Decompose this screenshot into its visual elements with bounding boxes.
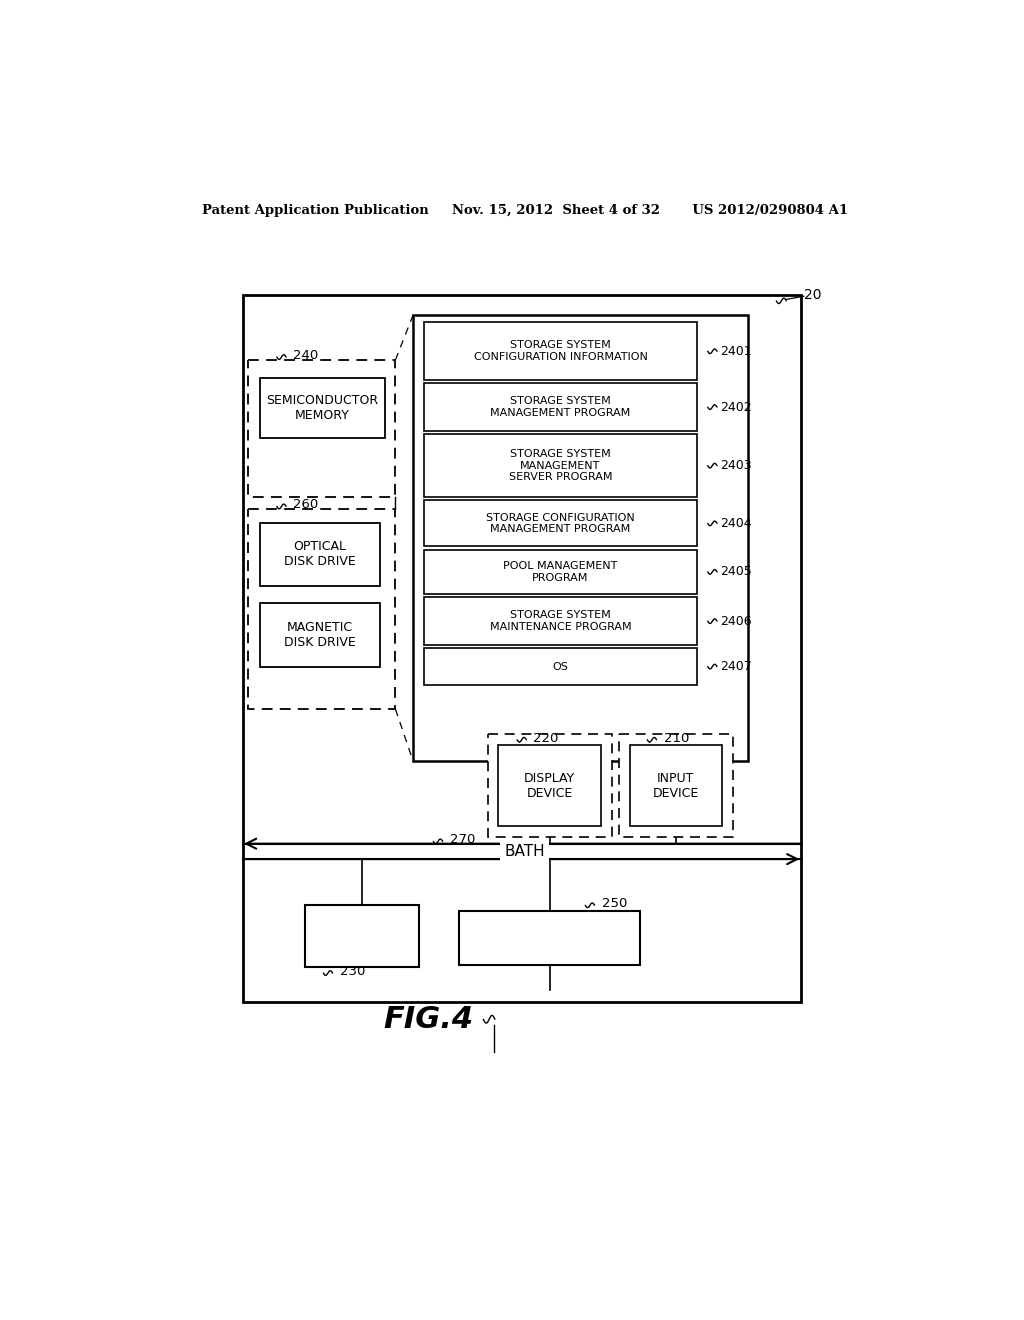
Text: SEMICONDUCTOR
MEMORY: SEMICONDUCTOR MEMORY <box>266 393 379 422</box>
Text: STORAGE SYSTEM
MANAGEMENT
SERVER PROGRAM: STORAGE SYSTEM MANAGEMENT SERVER PROGRAM <box>509 449 612 482</box>
Text: Patent Application Publication     Nov. 15, 2012  Sheet 4 of 32       US 2012/02: Patent Application Publication Nov. 15, … <box>202 205 848 218</box>
Bar <box>459 911 640 965</box>
Text: STORAGE SYSTEM
MANAGEMENT PROGRAM: STORAGE SYSTEM MANAGEMENT PROGRAM <box>490 396 631 418</box>
Bar <box>630 744 722 826</box>
Bar <box>248 360 395 498</box>
Bar <box>424 549 697 594</box>
Bar <box>424 648 697 685</box>
Bar <box>260 523 380 586</box>
Text: 20: 20 <box>804 289 821 302</box>
Text: 210: 210 <box>664 731 689 744</box>
Text: MAGNETIC
DISK DRIVE: MAGNETIC DISK DRIVE <box>284 620 355 649</box>
Text: CPU: CPU <box>348 929 376 942</box>
Bar <box>305 906 420 966</box>
Text: POOL MANAGEMENT
PROGRAM: POOL MANAGEMENT PROGRAM <box>503 561 617 582</box>
Text: 2405: 2405 <box>720 565 752 578</box>
Text: 220: 220 <box>534 731 559 744</box>
Text: STORAGE SYSTEM
MAINTENANCE PROGRAM: STORAGE SYSTEM MAINTENANCE PROGRAM <box>489 610 631 632</box>
Bar <box>620 734 732 837</box>
Bar <box>248 508 395 709</box>
Text: OPTICAL
DISK DRIVE: OPTICAL DISK DRIVE <box>284 540 355 568</box>
Bar <box>424 434 697 498</box>
Text: 230: 230 <box>340 965 365 978</box>
Bar <box>424 322 697 380</box>
Bar <box>243 296 801 1002</box>
Text: NETWORK ADAPTER: NETWORK ADAPTER <box>483 932 616 945</box>
Text: 240: 240 <box>293 348 318 362</box>
Text: 270: 270 <box>450 833 475 846</box>
Text: 2402: 2402 <box>720 400 752 413</box>
Bar <box>499 744 601 826</box>
Bar <box>260 378 385 438</box>
Text: 2406: 2406 <box>720 615 752 628</box>
Text: 250: 250 <box>601 898 627 911</box>
Bar <box>260 603 380 667</box>
Text: FIG.4: FIG.4 <box>384 1005 474 1034</box>
Bar <box>487 734 611 837</box>
Text: 2401: 2401 <box>720 345 752 358</box>
Text: STORAGE SYSTEM
CONFIGURATION INFORMATION: STORAGE SYSTEM CONFIGURATION INFORMATION <box>473 341 647 362</box>
Text: STORAGE CONFIGURATION
MANAGEMENT PROGRAM: STORAGE CONFIGURATION MANAGEMENT PROGRAM <box>486 512 635 535</box>
Text: DISPLAY
DEVICE: DISPLAY DEVICE <box>524 772 575 800</box>
Text: INPUT
DEVICE: INPUT DEVICE <box>653 772 699 800</box>
Text: 2403: 2403 <box>720 459 752 473</box>
Bar <box>424 597 697 645</box>
Text: 2407: 2407 <box>720 660 752 673</box>
Text: 260: 260 <box>293 499 318 511</box>
Text: 2404: 2404 <box>720 517 752 529</box>
Text: OS: OS <box>553 661 568 672</box>
Bar <box>414 314 748 762</box>
Bar <box>424 383 697 430</box>
Text: BATH: BATH <box>505 843 545 859</box>
Bar <box>424 500 697 546</box>
